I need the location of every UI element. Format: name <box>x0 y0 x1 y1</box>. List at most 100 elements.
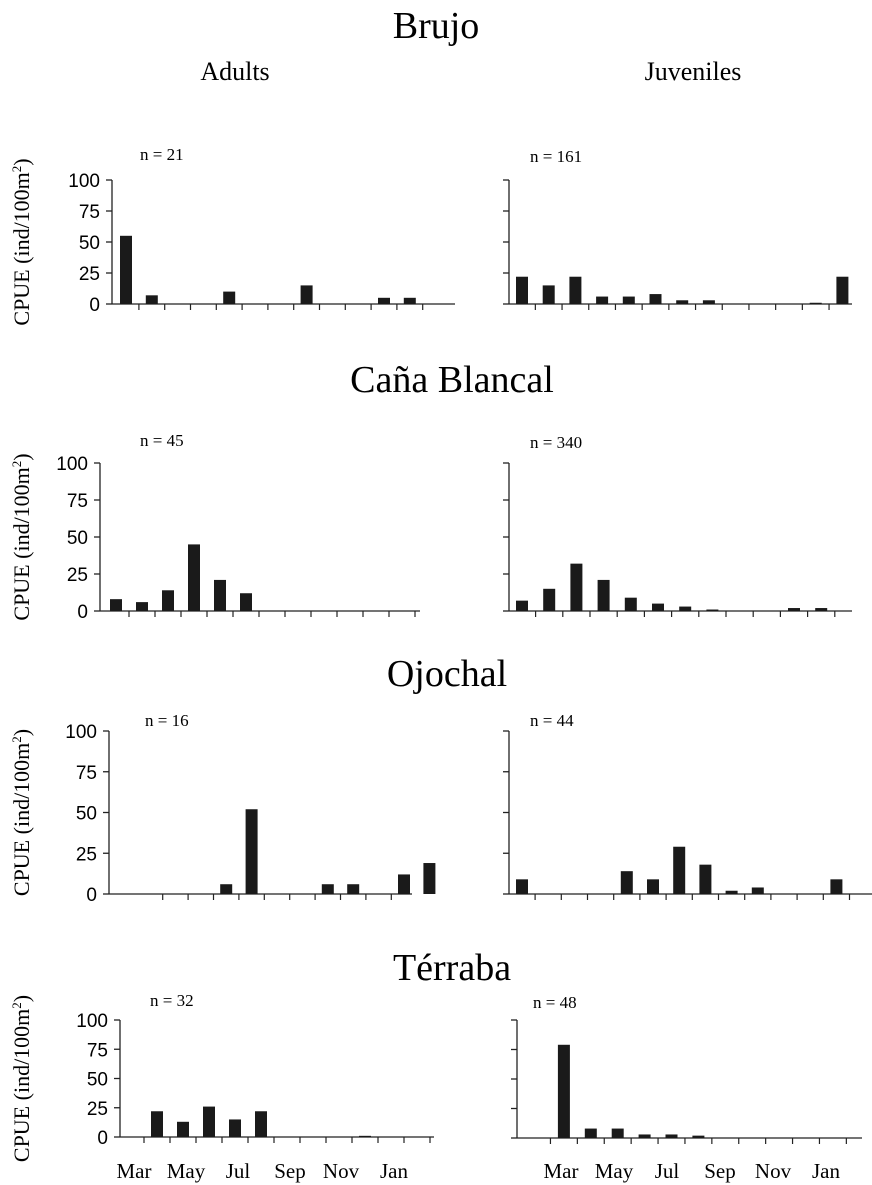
y-tick-label: 100 <box>56 454 88 475</box>
bar <box>702 300 715 304</box>
bar <box>214 579 226 611</box>
y-tick-label: 0 <box>89 295 100 316</box>
y-axis-label-superscript: 2 <box>9 166 24 173</box>
bar <box>706 609 719 611</box>
bar <box>673 846 686 894</box>
bar <box>542 285 555 304</box>
x-tick-label-jan: Jan <box>812 1159 840 1183</box>
x-tick-label-jul: Jul <box>655 1159 680 1183</box>
column-title-adults: Adults <box>200 57 269 86</box>
y-axis-label: CPUE (ind/100m2) <box>9 158 34 325</box>
x-tick-label-may: May <box>167 1159 206 1183</box>
y-tick-label: 25 <box>67 565 88 586</box>
site-title-terraba: Térraba <box>393 947 511 989</box>
y-tick-label: 75 <box>67 491 88 512</box>
y-tick-label: 0 <box>97 1128 108 1149</box>
bar <box>597 579 610 611</box>
bar <box>145 295 158 304</box>
y-tick-label: 50 <box>87 1070 108 1091</box>
bar <box>245 809 258 894</box>
bar <box>622 296 635 304</box>
y-tick-label: 50 <box>79 233 100 254</box>
bar <box>110 599 122 611</box>
sample-size-label: n = 45 <box>140 431 184 450</box>
y-tick-label: 0 <box>86 885 97 906</box>
bar <box>378 297 390 304</box>
y-tick-label: 25 <box>76 844 97 865</box>
y-tick-label: 100 <box>65 722 97 743</box>
panel-ojochal-adults: n = 16 0 25 50 75 100 CPUE (ind/100m2) <box>9 711 436 906</box>
y-axis-label-close: ) <box>9 453 34 460</box>
x-tick-label-nov: Nov <box>755 1159 792 1183</box>
x-tick-label-jan: Jan <box>380 1159 408 1183</box>
bar <box>321 884 334 894</box>
site-title-ojochal: Ojochal <box>387 653 507 695</box>
bar <box>188 544 200 611</box>
bar <box>162 590 174 611</box>
bar <box>203 1106 215 1137</box>
bar <box>647 879 659 894</box>
x-tick-label-mar: Mar <box>544 1159 579 1183</box>
panel-t-rraba-juveniles: n = 48 <box>511 993 862 1144</box>
site-title-brujo: Brujo <box>393 5 480 47</box>
bar <box>423 863 436 894</box>
y-tick-label: 25 <box>79 264 100 285</box>
y-axis-label: CPUE (ind/100m2) <box>9 729 34 896</box>
bar <box>240 593 252 611</box>
column-title-juveniles: Juveniles <box>645 57 742 86</box>
bar <box>229 1119 241 1137</box>
y-tick-label: 0 <box>77 602 88 623</box>
y-axis-label-superscript: 2 <box>9 736 24 743</box>
bar <box>543 588 556 611</box>
bar <box>836 276 849 304</box>
y-axis-label-close: ) <box>9 995 34 1002</box>
panel-t-rraba-adults: n = 32 0 25 50 75 100 CPUE (ind/100m2) <box>9 991 434 1162</box>
panel-brujo-adults: n = 21 0 25 50 75 100 CPUE (ind/100m2) <box>9 145 455 326</box>
y-axis-label-text: CPUE (ind/100m <box>9 1009 34 1162</box>
bar <box>624 597 637 611</box>
bar <box>569 276 582 304</box>
y-axis-label-close: ) <box>9 729 34 736</box>
y-axis-label-text: CPUE (ind/100m <box>9 467 34 620</box>
bar <box>815 608 828 611</box>
bar <box>809 302 822 304</box>
sample-size-label: n = 161 <box>530 147 582 166</box>
bar <box>220 884 233 894</box>
y-tick-label: 100 <box>76 1011 108 1032</box>
bar <box>649 294 662 304</box>
x-tick-label-may: May <box>595 1159 634 1183</box>
bar <box>255 1111 267 1137</box>
y-axis-label: CPUE (ind/100m2) <box>9 453 34 620</box>
bar <box>699 864 712 894</box>
bar <box>751 887 764 894</box>
y-tick-label: 100 <box>68 171 100 192</box>
bar <box>347 884 360 894</box>
y-axis-label-superscript: 2 <box>9 1002 24 1009</box>
bar <box>620 871 633 894</box>
bar <box>638 1134 651 1138</box>
panel-brujo-juveniles: n = 161 <box>503 147 852 310</box>
sample-size-label: n = 48 <box>533 993 577 1012</box>
bar <box>830 879 843 894</box>
bar <box>516 879 528 894</box>
panel-ca-a-blancal-juveniles: n = 340 <box>503 433 852 617</box>
bar <box>596 296 609 304</box>
y-axis-label-text: CPUE (ind/100m <box>9 172 34 325</box>
y-tick-label: 75 <box>79 202 100 223</box>
x-tick-label-jul: Jul <box>226 1159 251 1183</box>
bar <box>136 602 148 611</box>
x-tick-label-mar: Mar <box>117 1159 152 1183</box>
bar <box>676 300 689 304</box>
bar <box>300 285 313 304</box>
y-axis-label-text: CPUE (ind/100m <box>9 743 34 896</box>
y-tick-label: 75 <box>76 763 97 784</box>
y-axis-label-close: ) <box>9 158 34 165</box>
sample-size-label: n = 16 <box>145 711 189 730</box>
bar <box>570 563 583 611</box>
bar <box>403 297 416 304</box>
bar <box>398 874 410 894</box>
sample-size-label: n = 340 <box>530 433 582 452</box>
bar <box>788 608 800 611</box>
bar <box>692 1135 705 1138</box>
